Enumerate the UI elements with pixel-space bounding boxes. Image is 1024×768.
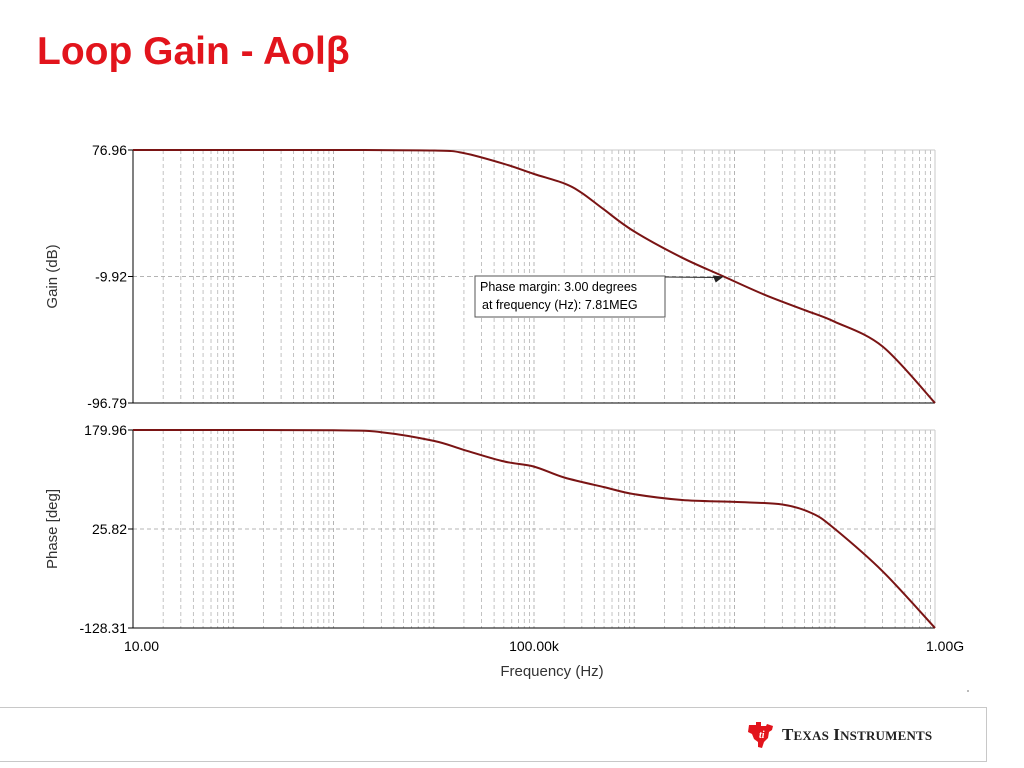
gain-curve <box>132 148 936 404</box>
y-axis-label: Phase [deg] <box>44 489 61 569</box>
y-tick-label: 179.96 <box>84 422 127 438</box>
svg-text:ti: ti <box>759 730 765 741</box>
ti-state-icon: ti <box>748 722 773 748</box>
y-tick-label: 25.82 <box>92 521 127 537</box>
y-tick-label: -9.92 <box>95 269 127 285</box>
phase-margin-label: Phase margin: 3.00 degrees <box>480 280 637 294</box>
slide-title: Loop Gain - Aolβ <box>37 30 350 73</box>
ti-logo: ti TEXAS INSTRUMENTS <box>746 718 932 752</box>
x-tick-label: 1.00G <box>926 638 964 654</box>
callout-arrow <box>664 276 720 279</box>
callout-arrowhead <box>712 275 724 283</box>
y-tick-label: -96.79 <box>87 395 127 411</box>
ti-wordmark: TEXAS INSTRUMENTS <box>782 725 933 744</box>
phase-curve <box>132 428 936 629</box>
x-axis-label: Frequency (Hz) <box>500 663 603 680</box>
loop-gain-plot: 76.96 -9.92 -96.79 Gain (dB) Phase margin: 3… <box>44 142 964 680</box>
phase-margin-frequency: at frequency (Hz): 7.81MEG <box>482 298 638 312</box>
footer-bar <box>0 707 987 762</box>
x-tick-label: 100.00k <box>509 638 560 654</box>
dot-mark <box>967 690 969 692</box>
phase-margin-callout <box>474 275 666 318</box>
x-tick-label: 10.00 <box>124 638 159 654</box>
y-tick-label: -128.31 <box>80 620 128 636</box>
y-axis-label: Gain (dB) <box>44 244 61 308</box>
y-tick-label: 76.96 <box>92 142 127 158</box>
